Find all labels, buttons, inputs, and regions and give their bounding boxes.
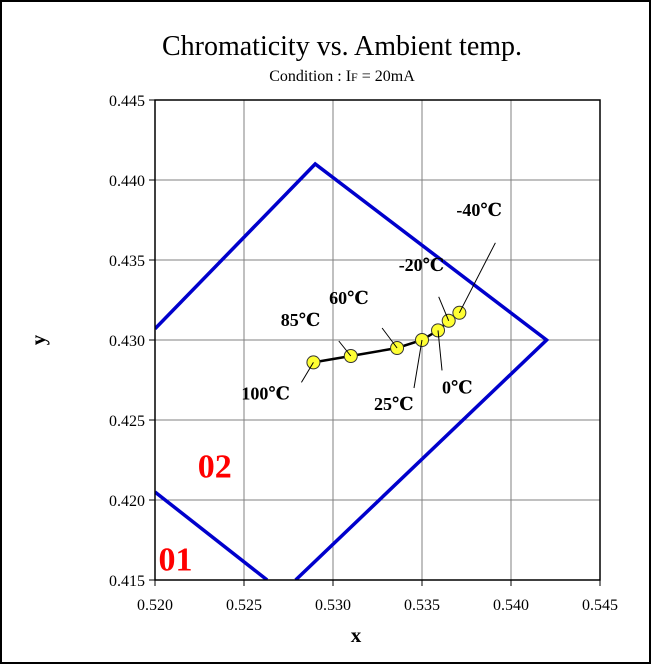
grid-lines bbox=[155, 100, 600, 580]
point-label: -40℃ bbox=[456, 200, 502, 220]
point-leader-line bbox=[338, 340, 352, 357]
point-label: 25℃ bbox=[374, 394, 414, 414]
point-leader-line bbox=[300, 362, 314, 383]
region-02-label: 02 bbox=[198, 449, 232, 486]
point-label: -20℃ bbox=[399, 255, 445, 275]
axis-ticks: 0.520 0.525 0.530 0.535 0.540 0.545 0.415 0.420… bbox=[109, 93, 618, 614]
region-02-outline bbox=[155, 161, 550, 580]
point-label: 60℃ bbox=[329, 288, 369, 308]
x-tick-label: 0.540 bbox=[493, 597, 529, 614]
y-tick-label: 0.435 bbox=[109, 253, 145, 270]
y-tick-label: 0.425 bbox=[109, 413, 145, 430]
y-tick-label: 0.420 bbox=[109, 493, 145, 510]
point-leader-line bbox=[437, 330, 443, 371]
point-label: 100℃ bbox=[241, 383, 290, 403]
y-tick-label: 0.430 bbox=[109, 333, 145, 350]
point-leader-line bbox=[458, 242, 496, 314]
point-leader-line bbox=[413, 339, 423, 389]
x-tick-label: 0.545 bbox=[582, 597, 618, 614]
subtitle-suffix: = 20mA bbox=[358, 68, 415, 85]
y-axis-label: y bbox=[26, 334, 50, 345]
y-tick-label: 0.415 bbox=[109, 573, 145, 590]
chart-subtitle: Condition : IF = 20mA bbox=[269, 68, 415, 85]
x-axis-label: x bbox=[351, 623, 362, 647]
subtitle-prefix: Condition : I bbox=[269, 68, 351, 85]
point-label: 0℃ bbox=[442, 377, 473, 397]
x-tick-label: 0.530 bbox=[315, 597, 351, 614]
x-tick-label: 0.520 bbox=[137, 597, 173, 614]
region-01-outline bbox=[155, 490, 269, 580]
point-labels: 02 01 100℃ 85℃ 60℃ 25℃ 0℃ -20℃ -40℃ bbox=[159, 200, 502, 579]
chart-title: Chromaticity vs. Ambient temp. bbox=[162, 31, 522, 62]
point-leader-line bbox=[381, 327, 398, 349]
subtitle-subscript: F bbox=[351, 70, 358, 84]
point-label: 85℃ bbox=[281, 310, 321, 330]
x-tick-label: 0.535 bbox=[404, 597, 440, 614]
y-tick-label: 0.440 bbox=[109, 173, 145, 190]
x-tick-label: 0.525 bbox=[226, 597, 262, 614]
point-leader-line bbox=[438, 296, 450, 321]
bin-regions bbox=[155, 161, 550, 580]
region-01-label: 01 bbox=[159, 541, 193, 578]
y-tick-label: 0.445 bbox=[109, 93, 145, 110]
